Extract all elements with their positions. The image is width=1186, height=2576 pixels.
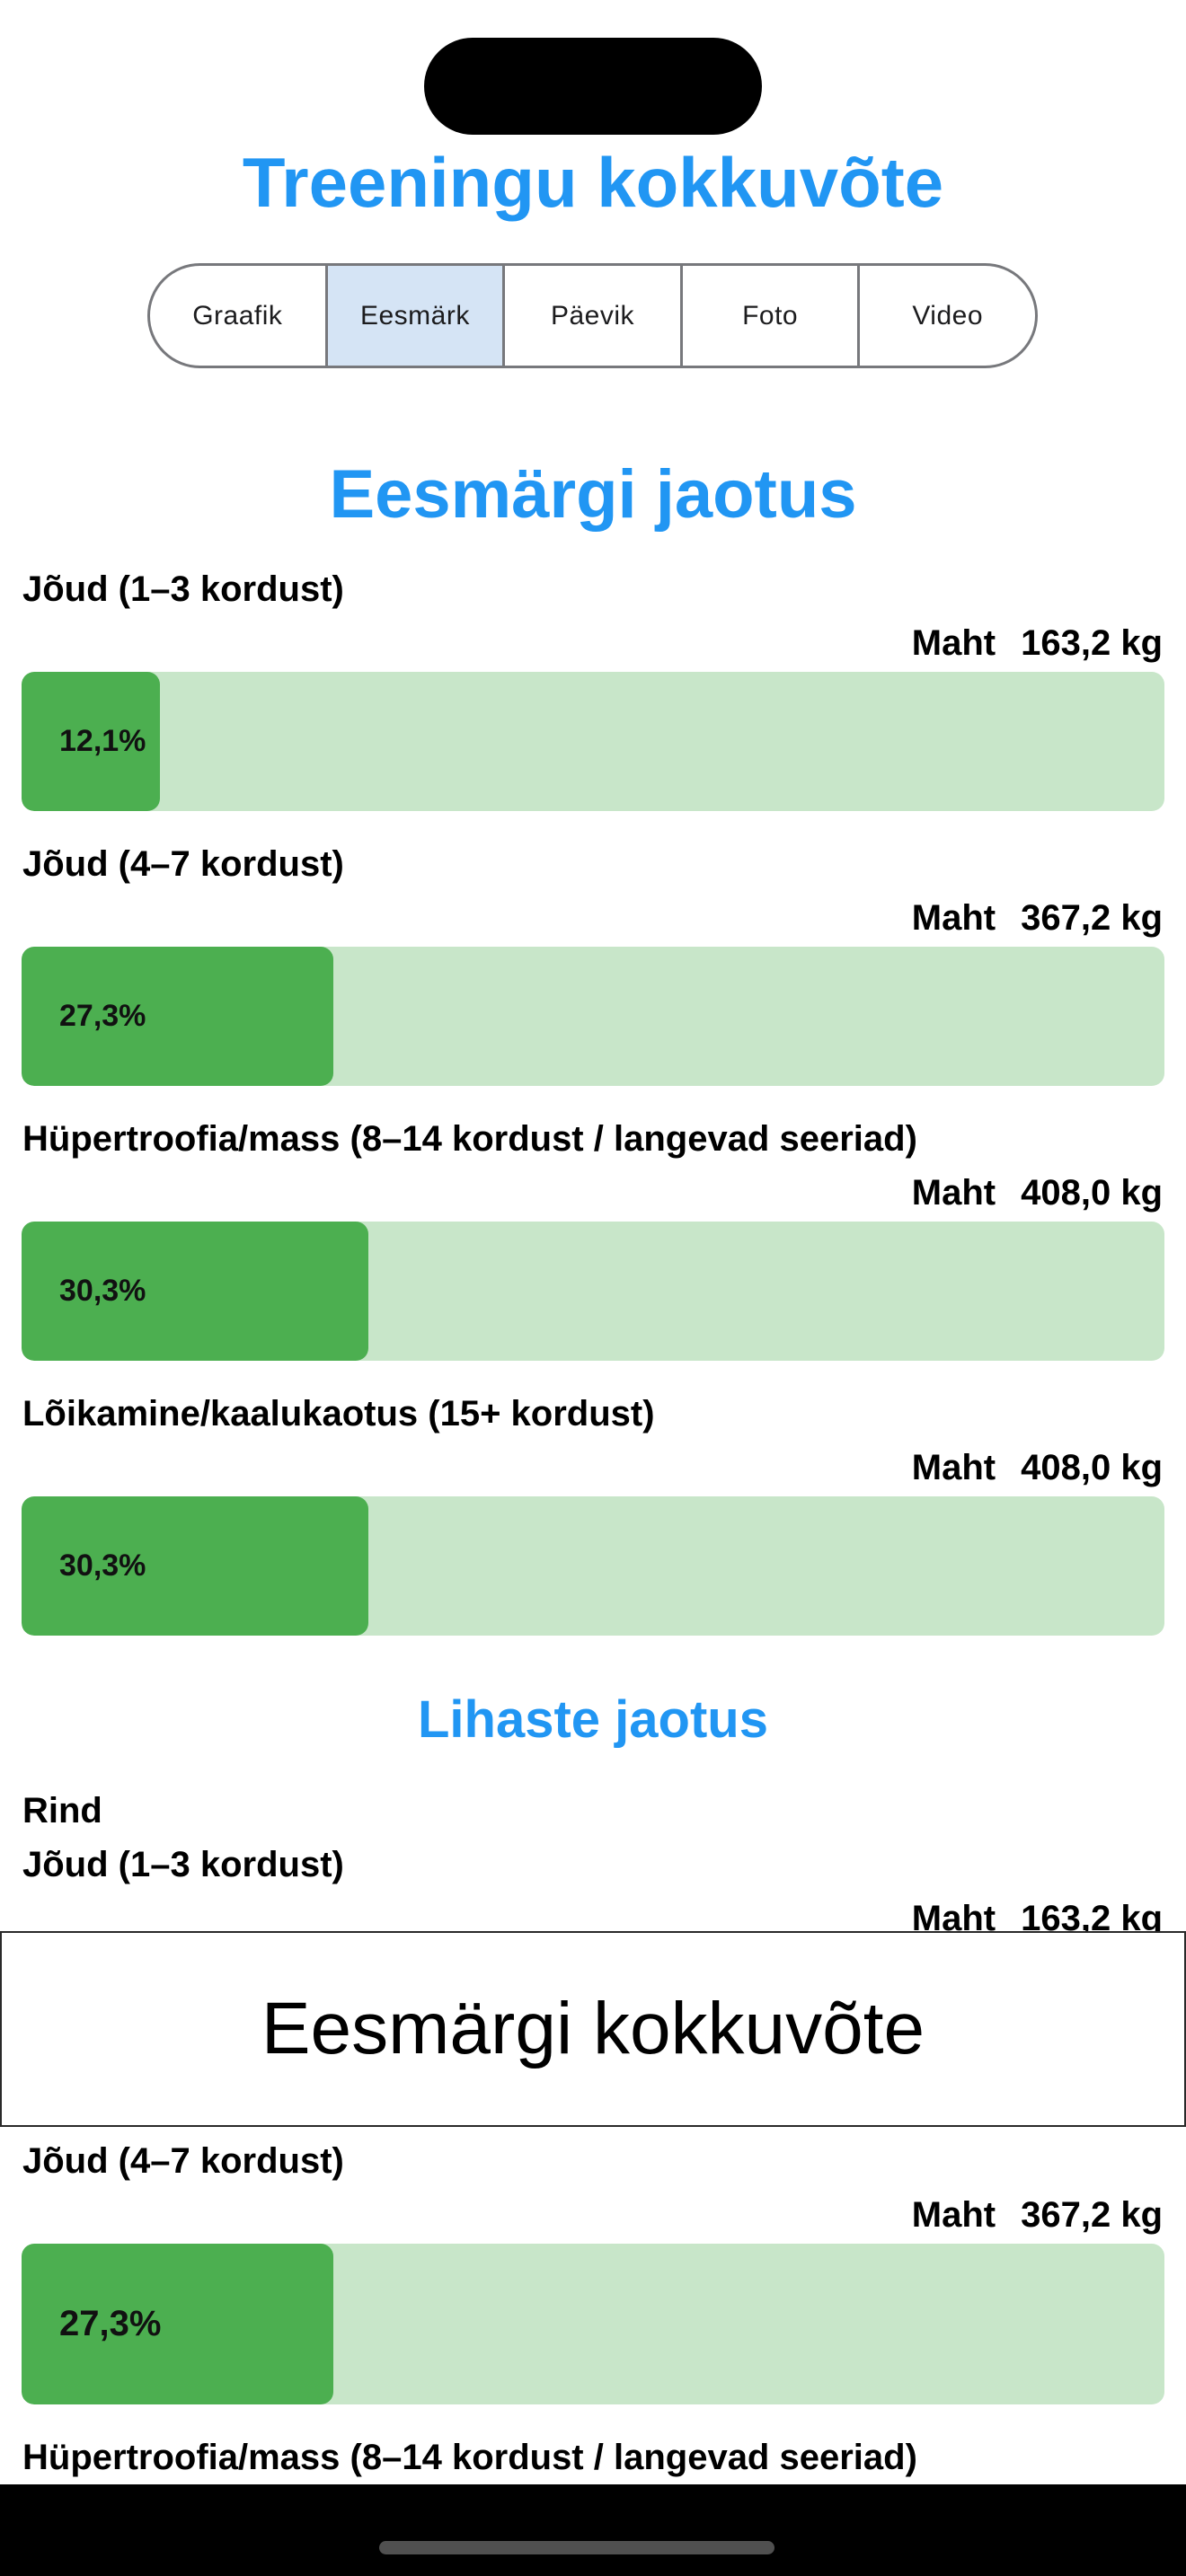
goal-item-label: Hüpertroofia/mass (8–14 kordust / langev… [22,1119,917,1159]
tab-bar: Graafik Eesmärk Päevik Foto Video [147,263,1038,368]
goal-item-label: Jõud (4–7 kordust) [22,844,344,884]
muscle-item-volume: Maht 367,2 kg [912,2193,1163,2236]
tab-graafik[interactable]: Graafik [192,300,283,331]
muscle-item-label: Jõud (4–7 kordust) [22,2141,344,2181]
muscle-progress-bar: 27,3% [22,2244,1164,2404]
goal-summary-overlay: Eesmärgi kokkuvõte [0,1931,1186,2127]
muscle-progress-fill [22,2244,333,2404]
volume-label: Maht [911,1448,996,1487]
goal-item-volume: Maht 163,2 kg [912,622,1163,665]
muscle-item-label: Jõud (1–3 kordust) [22,1845,344,1884]
tab-foto[interactable]: Foto [679,266,858,366]
goal-item-label: Jõud (1–3 kordust) [22,569,344,609]
page-title: Treeningu kokkuvõte [242,143,944,222]
volume-label: Maht [911,2195,996,2235]
goal-item-volume: Maht 367,2 kg [912,896,1163,940]
goal-percent: 30,3% [59,1274,146,1308]
goal-progress-fill [22,947,333,1086]
muscle-group-name: Rind [22,1791,102,1831]
goal-progress-bar: 12,1% [22,672,1164,811]
goal-percent: 30,3% [59,1548,146,1583]
goal-progress-bar: 30,3% [22,1222,1164,1361]
home-indicator[interactable] [379,2541,774,2554]
goal-percent: 12,1% [59,724,146,758]
goal-progress-fill [22,1496,368,1636]
goal-progress-bar: 30,3% [22,1496,1164,1636]
volume-label: Maht [911,623,996,663]
goal-distribution-title: Eesmärgi jaotus [329,456,857,533]
tab-video[interactable]: Video [857,266,1035,366]
goal-progress-bar: 27,3% [22,947,1164,1086]
volume-label: Maht [911,898,996,938]
tab-paevik[interactable]: Päevik [502,266,680,366]
muscle-percent: 27,3% [59,2304,162,2343]
goal-item-label: Lõikamine/kaalukaotus (15+ kordust) [22,1394,655,1434]
dynamic-island [424,38,762,135]
system-bottom-bar [0,2484,1186,2576]
tab-eesmark[interactable]: Eesmärk [324,266,503,366]
goal-item-volume: Maht 408,0 kg [912,1446,1163,1489]
goal-item-volume: Maht 408,0 kg [912,1171,1163,1214]
goal-progress-fill [22,1222,368,1361]
overlay-title: Eesmärgi kokkuvõte [261,1988,925,2069]
muscle-distribution-title: Lihaste jaotus [418,1690,768,1749]
volume-value: 163,2 kg [1021,623,1163,663]
volume-value: 408,0 kg [1021,1173,1163,1213]
volume-value: 408,0 kg [1021,1448,1163,1487]
goal-percent: 27,3% [59,999,146,1033]
volume-value: 367,2 kg [1021,2195,1163,2235]
muscle-item-label: Hüpertroofia/mass (8–14 kordust / langev… [22,2438,917,2477]
goal-progress-fill [22,672,160,811]
volume-label: Maht [911,1173,996,1213]
volume-value: 367,2 kg [1021,898,1163,938]
